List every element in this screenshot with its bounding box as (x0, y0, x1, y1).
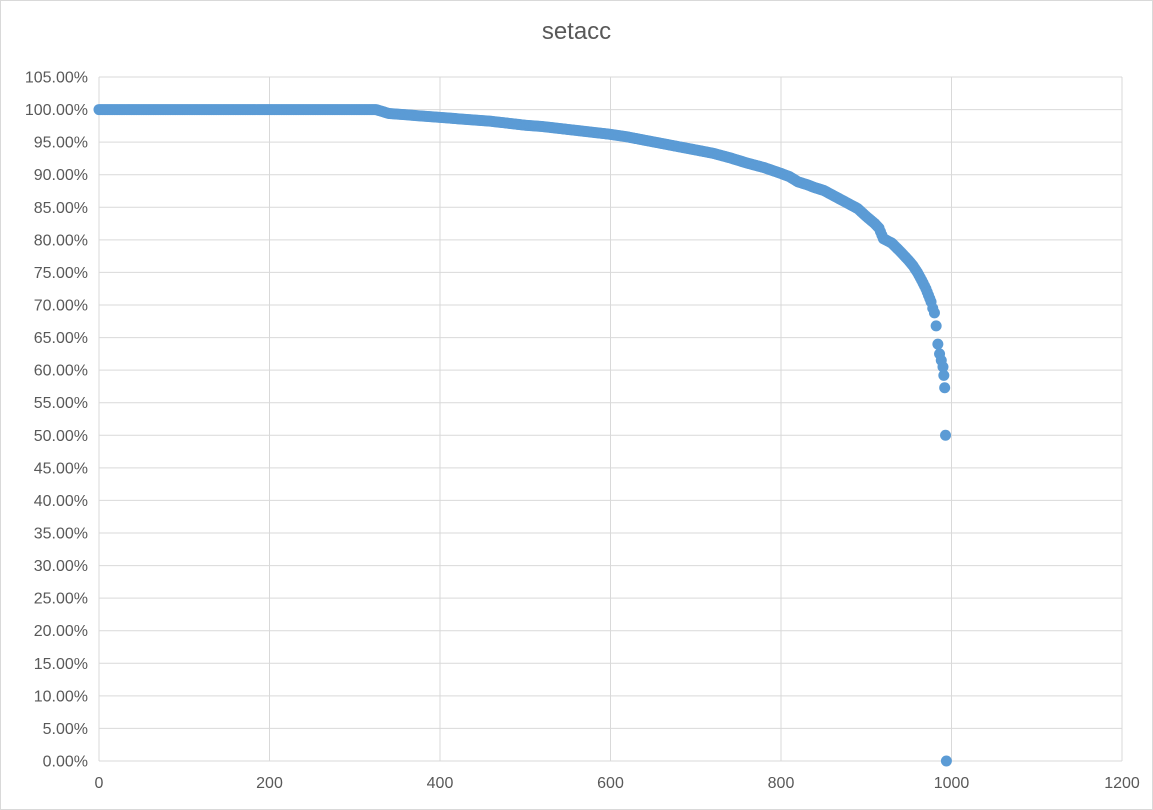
chart-title: setacc (541, 18, 612, 45)
y-axis-labels: 0.00% 5.00% 10.00% 15.00% 20.00% 25.00% 30.00%… (25, 70, 88, 771)
data-point (932, 338, 944, 350)
y-tick-label: 70.00% (34, 298, 88, 315)
y-tick-label: 5.00% (43, 721, 88, 738)
data-point (930, 320, 942, 332)
y-tick-label: 0.00% (43, 754, 88, 771)
y-tick-label: 80.00% (34, 232, 88, 249)
x-tick-label: 200 (256, 775, 283, 792)
x-tick-label: 800 (768, 775, 795, 792)
y-tick-label: 100.00% (25, 102, 88, 119)
data-point (937, 361, 949, 373)
data-points (93, 104, 952, 767)
data-point (940, 755, 952, 767)
x-tick-label: 1200 (1104, 775, 1140, 792)
y-tick-label: 105.00% (25, 70, 88, 87)
y-tick-label: 40.00% (34, 493, 88, 510)
y-tick-label: 45.00% (34, 460, 88, 477)
data-point (928, 307, 940, 319)
data-point (940, 429, 952, 441)
x-tick-label: 0 (95, 775, 104, 792)
y-tick-label: 25.00% (34, 591, 88, 608)
y-tick-label: 75.00% (34, 265, 88, 282)
x-tick-label: 400 (427, 775, 454, 792)
y-tick-label: 10.00% (34, 688, 88, 705)
y-tick-label: 60.00% (34, 363, 88, 380)
y-tick-label: 55.00% (34, 395, 88, 412)
gridlines (98, 76, 1123, 762)
y-tick-label: 95.00% (34, 135, 88, 152)
y-tick-label: 65.00% (34, 330, 88, 347)
x-tick-label: 600 (597, 775, 624, 792)
x-axis-labels: 0 200 400 600 800 1000 1200 (95, 775, 1140, 792)
data-point (939, 382, 951, 394)
data-point (938, 369, 950, 381)
y-tick-label: 50.00% (34, 428, 88, 445)
y-tick-label: 35.00% (34, 526, 88, 543)
y-tick-label: 30.00% (34, 558, 88, 575)
x-tick-label: 1000 (934, 775, 970, 792)
y-tick-label: 85.00% (34, 200, 88, 217)
y-tick-label: 90.00% (34, 167, 88, 184)
y-tick-label: 20.00% (34, 623, 88, 640)
y-tick-label: 15.00% (34, 656, 88, 673)
